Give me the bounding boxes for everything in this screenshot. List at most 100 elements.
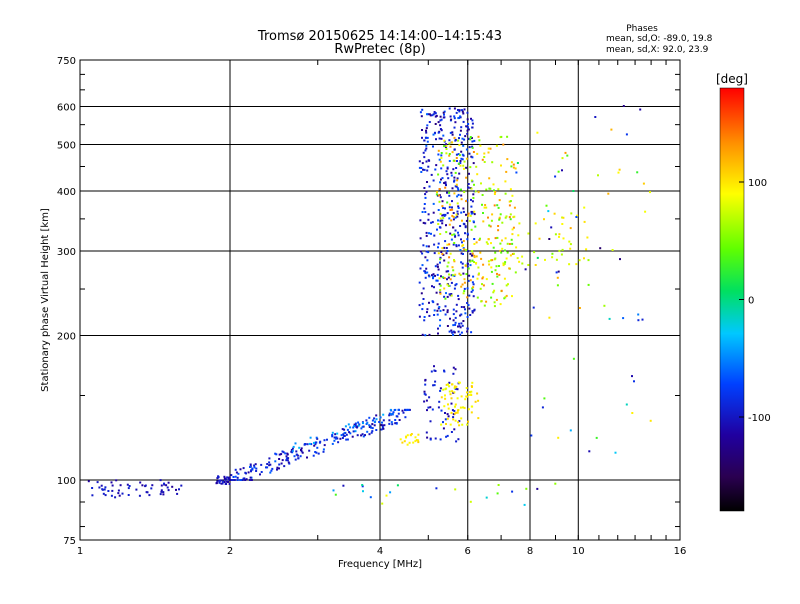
data-point xyxy=(431,221,434,224)
data-point xyxy=(504,216,507,219)
data-point xyxy=(442,388,445,391)
data-point xyxy=(276,466,279,469)
data-point xyxy=(345,438,348,441)
data-point xyxy=(424,276,427,279)
data-point xyxy=(504,180,507,183)
data-point xyxy=(242,477,245,480)
data-point xyxy=(454,273,457,276)
data-point xyxy=(259,473,261,476)
data-point xyxy=(588,450,591,453)
data-point xyxy=(450,411,453,414)
data-point xyxy=(468,307,471,310)
data-point xyxy=(450,274,453,277)
data-point xyxy=(455,244,458,247)
data-point xyxy=(471,126,474,129)
data-point xyxy=(463,248,466,251)
data-point xyxy=(448,107,451,110)
y-tick-label: 300 xyxy=(57,247,76,258)
data-point xyxy=(545,204,548,207)
data-point xyxy=(466,265,469,268)
data-point xyxy=(453,287,456,290)
data-point xyxy=(501,221,504,224)
x-tick-label: 6 xyxy=(465,546,471,557)
data-point xyxy=(597,174,599,177)
data-point xyxy=(425,131,428,134)
data-point xyxy=(417,433,420,436)
data-point xyxy=(389,408,392,411)
data-point xyxy=(391,413,394,416)
data-point xyxy=(253,466,256,469)
y-axis-ticks: 75 100 200 300 400 500 600 750 xyxy=(57,56,680,547)
data-point xyxy=(459,129,462,132)
data-point xyxy=(485,241,488,244)
data-point xyxy=(466,232,469,235)
data-point xyxy=(362,490,364,493)
data-point xyxy=(483,156,486,158)
data-point xyxy=(439,128,442,130)
data-point xyxy=(454,234,456,237)
data-point xyxy=(457,298,460,301)
data-point xyxy=(459,314,462,317)
data-point xyxy=(455,185,458,188)
data-point xyxy=(482,212,484,214)
data-point xyxy=(216,480,219,483)
data-point xyxy=(462,144,465,147)
data-point xyxy=(434,274,436,277)
data-point xyxy=(451,131,454,134)
data-point xyxy=(440,129,443,132)
data-point xyxy=(127,494,130,496)
data-point xyxy=(636,171,639,174)
data-point xyxy=(428,121,431,123)
data-point xyxy=(448,203,451,206)
data-point xyxy=(104,494,107,497)
data-point xyxy=(447,383,449,386)
data-point xyxy=(440,396,443,399)
data-point xyxy=(453,126,456,129)
data-point xyxy=(331,431,334,434)
data-point xyxy=(509,213,512,216)
data-point xyxy=(286,459,289,462)
data-point xyxy=(139,481,142,484)
data-point xyxy=(467,420,469,423)
data-point xyxy=(460,417,463,420)
data-point xyxy=(415,439,418,442)
data-point xyxy=(441,214,444,217)
data-point xyxy=(466,125,469,128)
data-point xyxy=(381,426,384,429)
data-point xyxy=(457,409,459,412)
data-point xyxy=(561,157,564,160)
data-point xyxy=(551,256,554,259)
data-point xyxy=(439,284,442,287)
data-point xyxy=(431,285,433,288)
data-point xyxy=(294,458,297,461)
data-point xyxy=(374,420,377,423)
data-point xyxy=(421,211,424,213)
data-point xyxy=(461,283,464,286)
data-point xyxy=(470,331,473,334)
data-point xyxy=(317,452,320,455)
data-point xyxy=(466,262,469,265)
data-point xyxy=(463,306,466,309)
data-point xyxy=(464,135,467,138)
data-point xyxy=(144,484,147,487)
data-point xyxy=(457,325,459,328)
data-point xyxy=(504,249,506,252)
data-point xyxy=(491,161,494,164)
data-point xyxy=(472,193,475,196)
data-point xyxy=(268,464,271,467)
data-point xyxy=(401,441,404,444)
data-point xyxy=(469,279,472,282)
data-point xyxy=(369,496,372,499)
data-point xyxy=(439,289,442,291)
data-point xyxy=(360,434,363,437)
data-point xyxy=(148,494,151,497)
data-point xyxy=(362,422,364,425)
data-point xyxy=(548,238,551,240)
data-point xyxy=(622,317,625,320)
data-point xyxy=(427,213,430,216)
data-point xyxy=(442,111,445,114)
data-point xyxy=(439,292,442,295)
data-point xyxy=(463,191,466,193)
data-point xyxy=(459,115,462,118)
data-point xyxy=(470,117,472,120)
